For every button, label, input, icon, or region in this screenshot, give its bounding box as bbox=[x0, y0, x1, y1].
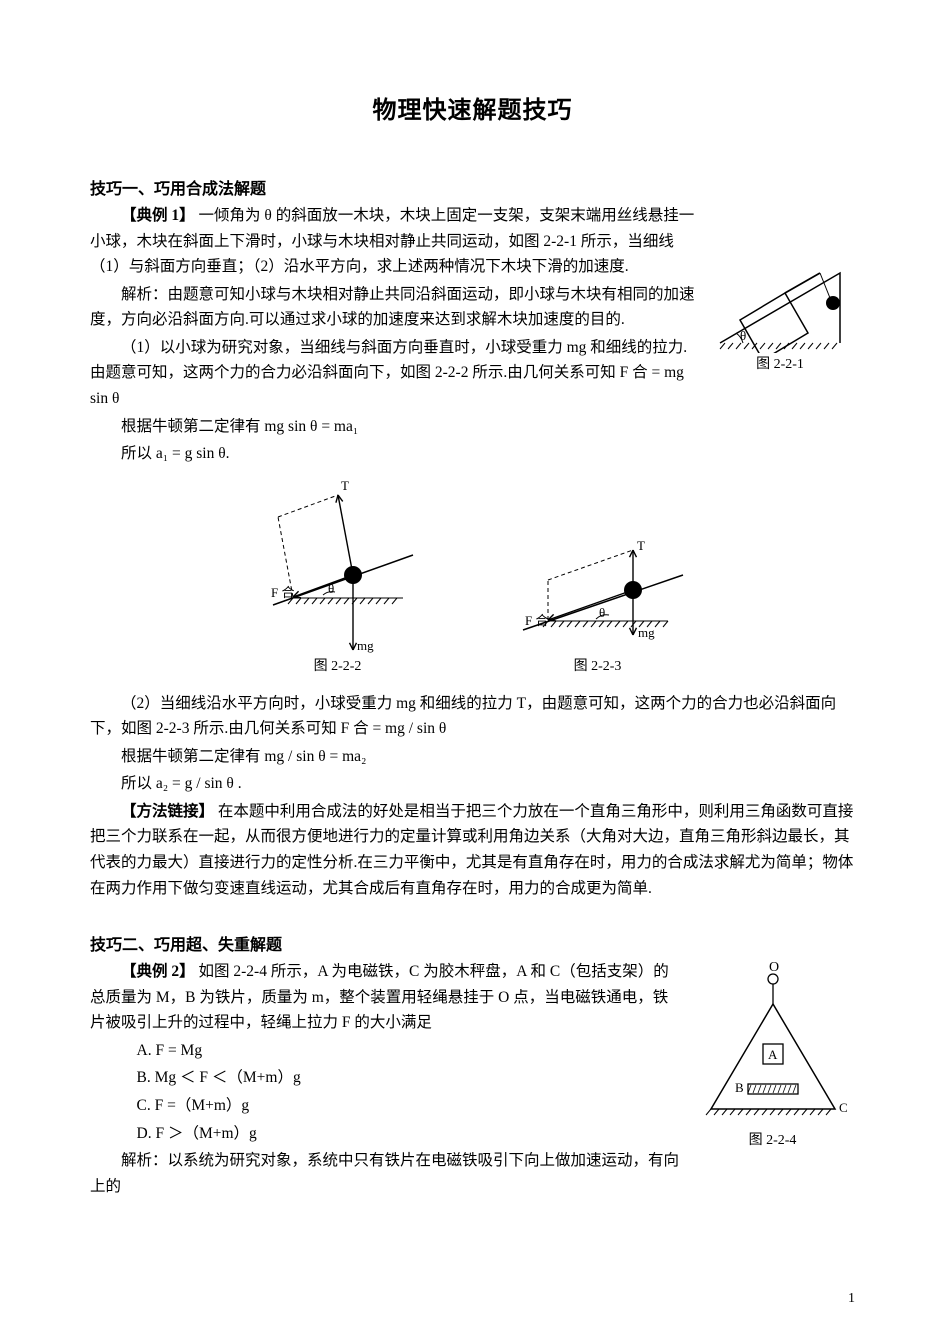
figure-2-2-1-label: 图 2-2-1 bbox=[756, 353, 804, 373]
ex1-newton2-1: 根据牛顿第二定律有 mg sin θ = ma₁ bbox=[90, 414, 855, 440]
svg-text:F 合: F 合 bbox=[271, 585, 294, 600]
figure-2-2-2-svg: Tmg F 合 θ bbox=[253, 475, 423, 655]
figure-2-2-4-svg: O A B C bbox=[693, 959, 853, 1129]
svg-text:θ: θ bbox=[599, 605, 605, 620]
svg-text:mg: mg bbox=[357, 638, 374, 653]
figure-2-2-2-label: 图 2-2-2 bbox=[314, 655, 362, 675]
svg-text:O: O bbox=[769, 960, 779, 975]
svg-text:B: B bbox=[735, 1080, 744, 1095]
svg-text:θ: θ bbox=[740, 328, 746, 343]
ex1-result2: 所以 a₂ = g / sin θ . bbox=[90, 771, 855, 797]
figure-2-2-3-label: 图 2-2-3 bbox=[574, 655, 622, 675]
figure-2-2-3: Tmg F 合 θ 图 2-2-3 bbox=[503, 535, 693, 675]
section2-heading: 技巧二、巧用超、失重解题 bbox=[90, 931, 855, 955]
ex2-tag: 【典例 2】 bbox=[121, 963, 195, 980]
svg-text:T: T bbox=[637, 538, 645, 553]
figure-2-2-1-svg: θ bbox=[710, 203, 850, 353]
method-tag: 【方法链接】 bbox=[121, 803, 214, 820]
ex1-part2: （2）当细线沿水平方向时，小球受重力 mg 和细线的拉力 T，由题意可知，这两个… bbox=[90, 691, 855, 742]
figure-2-2-2: Tmg F 合 θ 图 2-2-2 bbox=[253, 475, 423, 675]
section1-heading: 技巧一、巧用合成法解题 bbox=[90, 175, 855, 199]
figure-2-2-1: θ 图 2-2-1 bbox=[705, 203, 855, 373]
svg-text:A: A bbox=[768, 1047, 778, 1062]
ex1-newton2-2: 根据牛顿第二定律有 mg / sin θ = ma₂ bbox=[90, 744, 855, 770]
svg-text:T: T bbox=[341, 478, 349, 493]
svg-text:θ: θ bbox=[328, 581, 334, 596]
figure-2-2-4-label: 图 2-2-4 bbox=[749, 1129, 797, 1149]
ex1-result1: 所以 a₁ = g sin θ. bbox=[90, 441, 855, 467]
svg-text:C: C bbox=[839, 1100, 848, 1115]
figure-2-2-4: O A B C 图 2-2-4 bbox=[690, 959, 855, 1149]
page-title: 物理快速解题技巧 bbox=[90, 90, 855, 125]
ex1-tag: 【典例 1】 bbox=[121, 207, 195, 224]
svg-text:F 合: F 合 bbox=[525, 613, 548, 628]
method-link: 【方法链接】 在本题中利用合成法的好处是相当于把三个力放在一个直角三角形中，则利… bbox=[90, 799, 855, 901]
figure-2-2-3-svg: Tmg F 合 θ bbox=[503, 535, 693, 655]
page-number: 1 bbox=[848, 1291, 855, 1307]
ex2-analysis: 解析：以系统为研究对象，系统中只有铁片在电磁铁吸引下向上做加速运动，有向上的 bbox=[90, 1148, 855, 1199]
svg-text:mg: mg bbox=[638, 625, 655, 640]
